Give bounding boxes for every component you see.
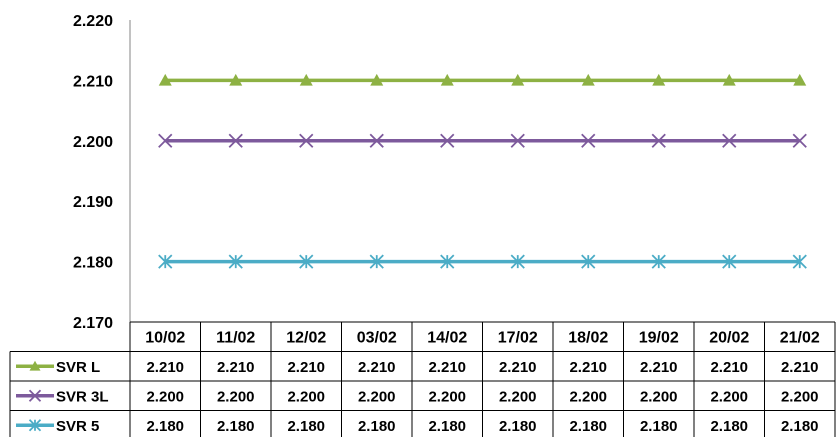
data-point-star	[369, 254, 384, 269]
data-label: 2.210	[640, 359, 678, 376]
data-label: 2.210	[428, 359, 466, 376]
data-label: 2.200	[640, 388, 678, 405]
data-point-triangle	[29, 360, 41, 371]
data-point-star	[651, 254, 666, 269]
data-label: 2.210	[710, 359, 748, 376]
x-tick-label: 03/02	[357, 329, 397, 346]
y-tick-label: 2.190	[73, 194, 113, 211]
data-label: 2.200	[428, 388, 466, 405]
y-tick-label: 2.210	[73, 73, 113, 90]
y-tick-label: 2.170	[73, 315, 113, 332]
data-point-x	[228, 133, 243, 148]
y-tick-label: 2.200	[73, 134, 113, 151]
data-label: 2.210	[358, 359, 396, 376]
x-tick-label: 18/02	[568, 329, 608, 346]
data-point-triangle	[511, 73, 525, 86]
data-label: 2.180	[428, 418, 466, 435]
data-point-star	[440, 254, 455, 269]
data-point-star	[581, 254, 596, 269]
data-point-x	[510, 133, 525, 148]
legend-label: SVR L	[56, 359, 100, 376]
data-label: 2.200	[358, 388, 396, 405]
data-label: 2.180	[499, 418, 537, 435]
data-point-triangle	[370, 73, 384, 86]
data-point-triangle	[229, 73, 243, 86]
data-point-triangle	[440, 73, 454, 86]
x-tick-label: 20/02	[709, 329, 749, 346]
data-point-star	[792, 254, 807, 269]
data-point-x	[792, 133, 807, 148]
data-point-star	[158, 254, 173, 269]
data-label: 2.180	[640, 418, 678, 435]
data-point-x	[722, 133, 737, 148]
data-point-x	[581, 133, 596, 148]
x-tick-label: 12/02	[286, 329, 326, 346]
data-point-star	[299, 254, 314, 269]
data-label: 2.200	[710, 388, 748, 405]
data-label: 2.180	[217, 418, 255, 435]
data-point-triangle	[299, 73, 313, 86]
data-point-star	[722, 254, 737, 269]
y-tick-label: 2.220	[73, 13, 113, 30]
legend-label: SVR 5	[56, 418, 99, 435]
y-tick-label: 2.180	[73, 255, 113, 272]
data-label: 2.210	[217, 359, 255, 376]
data-point-x	[299, 133, 314, 148]
x-tick-label: 19/02	[639, 329, 679, 346]
data-label: 2.210	[499, 359, 537, 376]
data-label: 2.200	[287, 388, 325, 405]
data-label: 2.180	[146, 418, 184, 435]
data-label: 2.180	[710, 418, 748, 435]
data-point-x	[440, 133, 455, 148]
data-point-triangle	[793, 73, 807, 86]
data-label: 2.200	[217, 388, 255, 405]
x-tick-label: 21/02	[780, 329, 820, 346]
data-label: 2.180	[287, 418, 325, 435]
x-tick-label: 11/02	[216, 329, 255, 346]
data-point-x	[158, 133, 173, 148]
data-label: 2.210	[146, 359, 184, 376]
data-point-triangle	[581, 73, 595, 86]
data-point-star	[510, 254, 525, 269]
data-point-x	[28, 389, 42, 402]
data-label: 2.200	[499, 388, 537, 405]
x-tick-label: 10/02	[145, 329, 185, 346]
data-label: 2.180	[781, 418, 819, 435]
data-label: 2.200	[781, 388, 819, 405]
data-point-star	[228, 254, 243, 269]
data-point-x	[651, 133, 666, 148]
data-point-star	[28, 419, 42, 432]
data-point-triangle	[722, 73, 736, 86]
data-label: 2.180	[569, 418, 607, 435]
data-label: 2.210	[287, 359, 325, 376]
data-point-triangle	[158, 73, 172, 86]
data-label: 2.200	[569, 388, 607, 405]
data-point-x	[369, 133, 384, 148]
data-label: 2.210	[569, 359, 607, 376]
x-tick-label: 14/02	[427, 329, 467, 346]
data-label: 2.200	[146, 388, 184, 405]
data-label: 2.180	[358, 418, 396, 435]
x-tick-label: 17/02	[498, 329, 538, 346]
data-label: 2.210	[781, 359, 819, 376]
data-point-triangle	[652, 73, 666, 86]
legend-label: SVR 3L	[56, 388, 109, 405]
